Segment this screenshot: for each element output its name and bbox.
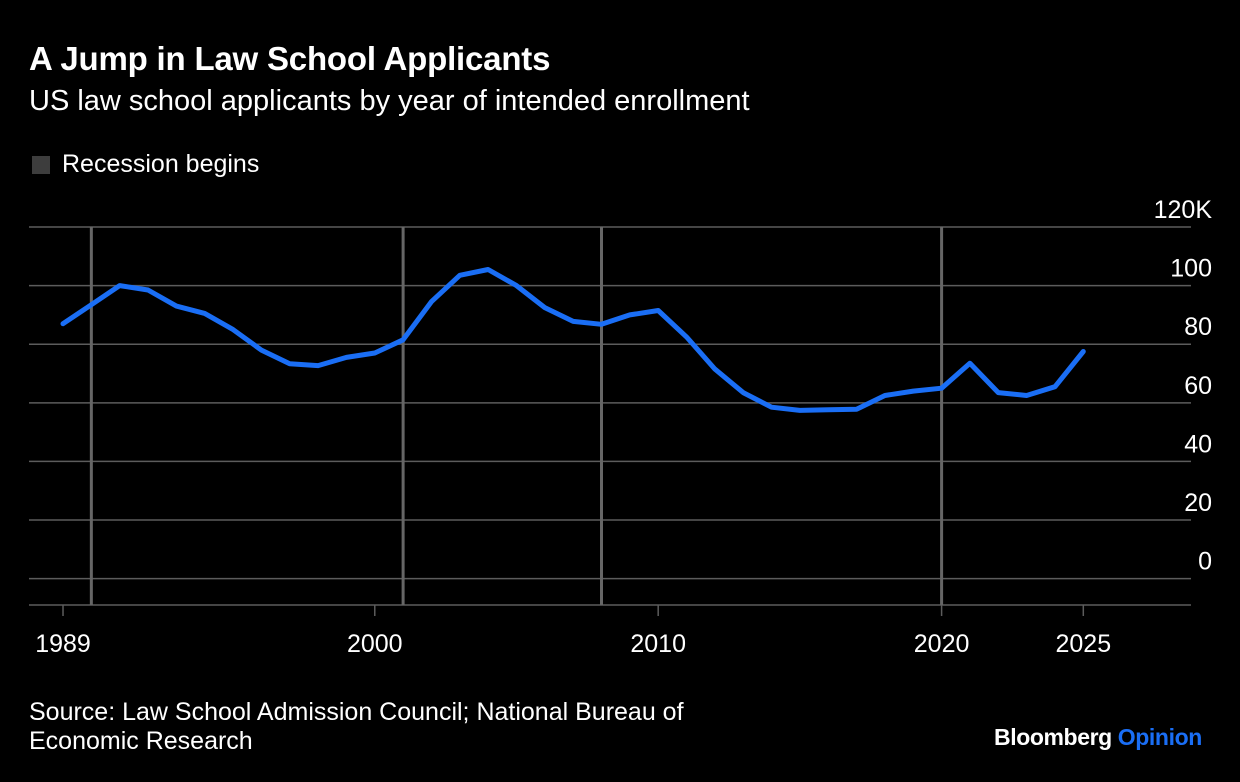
data-point-2004: [486, 267, 491, 272]
y-tick-label-20: 20: [1184, 489, 1212, 517]
data-point-1992: [146, 288, 151, 292]
data-point-2020: [939, 386, 944, 391]
legend-recession-swatch: [32, 155, 50, 174]
x-tick-label-2000: 2000: [347, 630, 403, 658]
data-point-1993: [174, 304, 179, 309]
brand-name: Bloomberg: [994, 724, 1112, 750]
x-tick-label-2010: 2010: [630, 630, 686, 658]
y-tick-label-120: 120K: [1154, 196, 1213, 224]
data-point-2002: [429, 299, 434, 304]
x-tick-label-1989: 1989: [35, 630, 91, 658]
data-point-2005: [514, 283, 519, 288]
data-point-1999: [344, 355, 349, 360]
data-point-1990: [89, 302, 94, 307]
data-point-1998: [316, 363, 321, 368]
data-point-2025: [1081, 349, 1086, 354]
data-point-2024: [1052, 384, 1057, 389]
data-point-1994: [202, 311, 207, 316]
data-point-2000: [372, 351, 377, 355]
data-point-2012: [712, 367, 717, 372]
x-tick-label-2020: 2020: [914, 630, 970, 658]
data-point-2018: [882, 393, 887, 398]
series-line-0: [60, 267, 1086, 413]
data-point-2022: [996, 390, 1001, 395]
data-point-2010: [656, 308, 661, 313]
source-note: Source: Law School Admission Council; Na…: [29, 698, 684, 755]
x-tick-label-2025: 2025: [1055, 630, 1111, 658]
data-point-2014: [769, 405, 774, 410]
y-tick-label-60: 60: [1184, 372, 1212, 400]
data-point-1996: [259, 348, 264, 353]
y-tick-label-0: 0: [1198, 548, 1212, 576]
legend: Recession begins: [32, 150, 259, 179]
data-point-2007: [571, 319, 576, 324]
chart-title: A Jump in Law School Applicants: [29, 40, 551, 77]
data-point-2023: [1024, 393, 1029, 398]
data-point-1991: [117, 283, 122, 288]
bloomberg-opinion-logo: Bloomberg Opinion: [994, 724, 1202, 751]
chart-subtitle: US law school applicants by year of inte…: [29, 85, 750, 117]
data-point-2015: [797, 408, 802, 413]
legend-recession-label: Recession begins: [62, 150, 260, 178]
brand-section: Opinion: [1117, 724, 1202, 750]
data-point-2019: [911, 389, 916, 394]
data-point-1997: [287, 361, 292, 366]
data-point-1989: [61, 321, 66, 326]
data-point-2009: [627, 312, 632, 317]
data-point-2003: [457, 273, 462, 278]
data-point-2008: [599, 322, 604, 327]
y-tick-label-80: 80: [1184, 313, 1212, 341]
data-point-2011: [684, 334, 689, 339]
data-point-1995: [231, 327, 236, 332]
y-tick-label-100: 100: [1170, 255, 1212, 283]
data-point-2001: [401, 337, 406, 342]
data-point-2017: [854, 407, 859, 412]
data-point-2006: [542, 305, 547, 310]
y-tick-label-40: 40: [1184, 430, 1212, 458]
data-point-2013: [741, 390, 746, 395]
data-point-2016: [826, 407, 831, 412]
data-point-2021: [967, 361, 972, 366]
